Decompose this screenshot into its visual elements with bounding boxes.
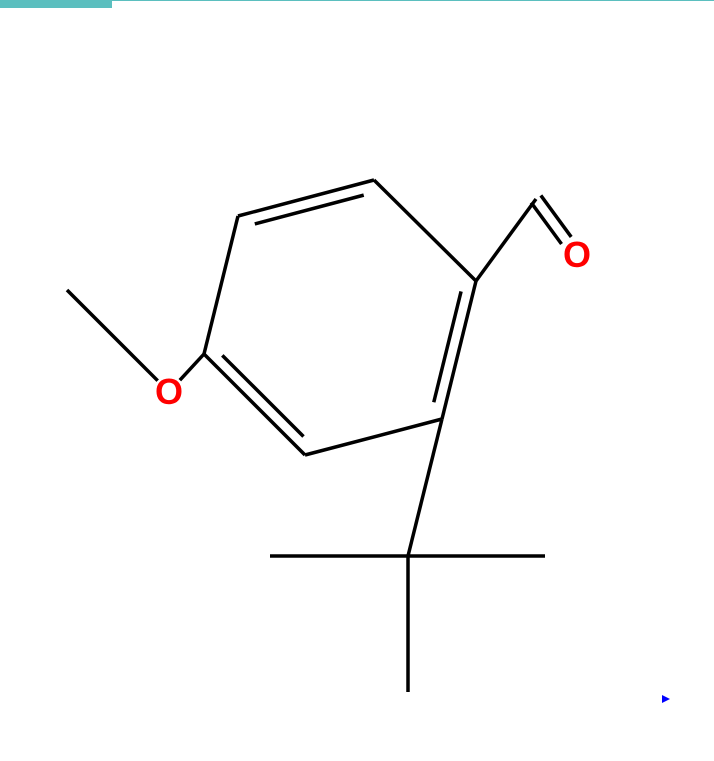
molecule-canvas: [0, 0, 714, 761]
oxygen-label-1: O: [563, 234, 591, 276]
play-indicator-icon: [662, 695, 670, 703]
oxygen-label-2: O: [155, 371, 183, 413]
